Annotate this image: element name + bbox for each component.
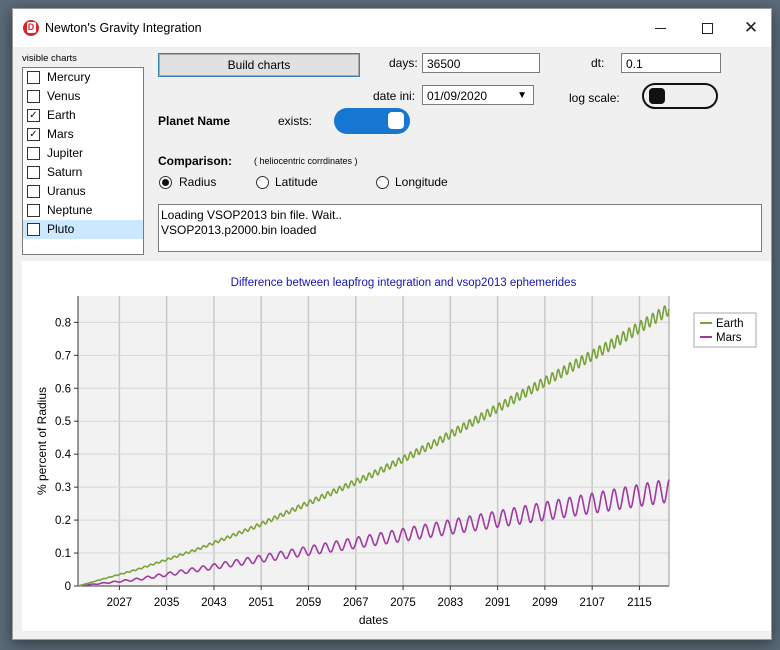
exists-toggle[interactable] [334,108,410,134]
x-tick-label: 2067 [343,597,369,609]
planet-name: Jupiter [47,146,84,160]
log-output[interactable]: Loading VSOP2013 bin file. Wait.. VSOP20… [158,204,762,252]
planet-item-mercury[interactable]: Mercury [23,68,143,87]
log-scale-toggle[interactable] [642,83,718,109]
comparison-note: ( heliocentric corrdinates ) [254,156,358,166]
x-tick-label: 2043 [201,597,227,609]
app-window: D Newton's Gravity Integration ✕ visible… [12,8,772,640]
app-logo-icon: D [23,20,39,36]
planet-checkbox[interactable] [27,166,40,179]
y-tick-label: 0.3 [55,482,71,494]
minimize-icon[interactable] [649,17,673,39]
date-ini-label: date ini: [373,89,416,103]
build-charts-button[interactable]: Build charts [158,53,360,77]
close-icon[interactable]: ✕ [743,18,759,37]
radius-radio[interactable] [159,176,172,189]
chart-title: Difference between leapfrog integration … [231,277,577,289]
days-label: days: [389,56,418,70]
legend-label-earth: Earth [716,318,744,330]
planet-checkbox[interactable]: ✓ [27,128,40,141]
planet-name: Mercury [47,70,91,84]
planet-name: Neptune [47,203,93,217]
series-line-earth [77,305,670,587]
log-line: VSOP2013.p2000.bin loaded [161,223,317,237]
planet-checkbox[interactable] [27,204,40,217]
exists-label: exists: [278,114,313,128]
x-tick-label: 2091 [485,597,511,609]
planet-item-pluto[interactable]: Pluto [23,220,143,239]
app-icon-letter: D [26,22,36,33]
chevron-down-icon: ▼ [517,90,527,101]
radius-radio-label[interactable]: Radius [179,175,217,189]
planet-item-mars[interactable]: ✓ Mars [23,125,143,144]
x-tick-label: 2083 [438,597,464,609]
maximize-icon[interactable] [695,17,719,39]
x-tick-label: 2035 [154,597,180,609]
x-tick-label: 2099 [532,597,558,609]
y-tick-label: 0.2 [55,515,71,527]
planet-item-neptune[interactable]: Neptune [23,201,143,220]
comparison-label: Comparison: [158,154,233,168]
x-tick-label: 2115 [627,597,652,609]
x-tick-label: 2059 [296,597,322,609]
title-bar: D Newton's Gravity Integration ✕ [13,9,771,47]
x-tick-label: 2027 [107,597,133,609]
planet-name: Venus [47,89,81,103]
longitude-radio[interactable] [376,176,389,189]
planet-name: Uranus [47,184,86,198]
planet-checkbox[interactable] [27,90,40,103]
longitude-radio-label[interactable]: Longitude [395,175,448,189]
planet-name: Pluto [47,222,75,236]
window-title: Newton's Gravity Integration [45,21,202,35]
log-scale-label: log scale: [569,91,620,105]
latitude-radio[interactable] [256,176,269,189]
latitude-radio-label[interactable]: Latitude [275,175,318,189]
y-tick-label: 0 [65,581,71,593]
planet-checkbox[interactable] [27,147,40,160]
y-tick-label: 0.5 [55,416,71,428]
planet-name-label: Planet Name [158,114,231,128]
date-ini-value: 01/09/2020 [427,89,488,103]
planet-name: Earth [47,108,76,122]
date-ini-select[interactable]: 01/09/2020 ▼ [422,85,534,105]
planet-checklist[interactable]: Mercury Venus ✓ Earth ✓ Mars Jupiter Saturn Uran… [22,67,144,255]
plot-area [78,296,669,586]
planet-checkbox[interactable] [27,71,40,84]
planet-name: Saturn [47,165,83,179]
planet-item-jupiter[interactable]: Jupiter [23,144,143,163]
x-tick-label: 2075 [390,597,416,609]
planet-checkbox[interactable]: ✓ [27,109,40,122]
x-axis-label: dates [359,613,388,627]
dt-field[interactable]: 0.1 [621,53,721,73]
series-line-mars [77,479,670,587]
dt-label: dt: [591,56,605,70]
visible-charts-label: visible charts [22,53,77,64]
planet-checkbox[interactable] [27,223,40,236]
planet-name: Mars [47,127,74,141]
planet-item-venus[interactable]: Venus [23,87,143,106]
y-tick-label: 0.8 [55,317,71,329]
log-line: Loading VSOP2013 bin file. Wait.. [161,208,342,222]
planet-checkbox[interactable] [27,185,40,198]
y-tick-label: 0.6 [55,383,71,395]
days-field[interactable]: 36500 [422,53,540,73]
planet-item-saturn[interactable]: Saturn [23,163,143,182]
y-tick-label: 0.4 [55,449,72,461]
legend-label-mars: Mars [716,332,742,344]
planet-item-uranus[interactable]: Uranus [23,182,143,201]
planet-item-earth[interactable]: ✓ Earth [23,106,143,125]
y-tick-label: 0.7 [55,350,71,362]
x-tick-label: 2107 [579,597,605,609]
y-tick-label: 0.1 [55,548,71,560]
legend-box [693,312,757,348]
y-axis-label: % percent of Radius [35,387,49,495]
x-tick-label: 2051 [248,597,274,609]
chart-svg: Difference between leapfrog integration … [35,277,757,627]
chart-panel: Difference between leapfrog integration … [22,261,771,631]
